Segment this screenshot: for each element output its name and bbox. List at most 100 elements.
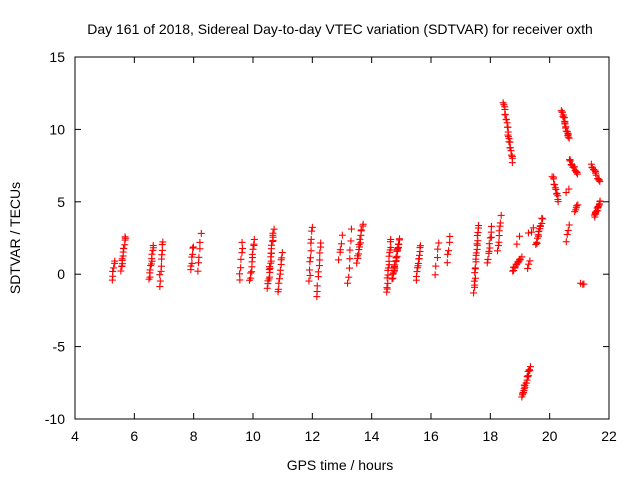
data-point [524,264,532,272]
data-point [307,235,315,243]
data-point [497,211,505,219]
data-point [306,254,314,262]
data-point [432,262,440,270]
data-point [335,256,343,264]
data-point [551,181,559,189]
data-point [121,233,129,241]
data-point [508,151,516,159]
data-point [306,271,314,279]
data-point [111,257,119,265]
data-point [562,238,570,246]
data-point [313,282,321,290]
data-point [266,263,274,271]
data-point [275,279,283,287]
y-tick-label: 15 [49,49,65,65]
data-point [396,235,404,243]
data-point [305,277,313,285]
data-point [413,268,421,276]
data-point [337,240,345,248]
data-point [573,202,581,210]
data-point [445,247,453,255]
data-point [566,157,574,165]
data-point [484,255,492,263]
data-point [250,235,258,243]
data-point [359,220,367,228]
data-point [508,159,516,167]
data-point [148,250,156,258]
data-point [149,242,157,250]
data-point [383,284,391,292]
data-point [494,247,502,255]
data-point [384,279,392,287]
data-point [565,221,573,229]
data-point [475,222,483,230]
data-point [345,273,353,281]
data-point [434,245,442,253]
data-point [110,264,118,272]
data-point [525,260,533,268]
data-point [485,240,493,248]
data-point [159,238,167,246]
data-point [501,110,509,118]
data-point [316,249,324,257]
data-point [236,270,244,278]
data-point [526,366,534,374]
data-point [197,229,205,237]
data-point [263,284,271,292]
data-point [239,244,247,252]
data-point [270,225,278,233]
data-point [274,285,282,293]
data-point [357,226,365,234]
x-tick-label: 22 [601,428,617,444]
data-point [117,267,125,275]
data-point [443,259,451,267]
data-point [357,239,365,247]
data-point [485,247,493,255]
data-point [306,258,314,266]
data-point [470,277,478,285]
data-point [395,240,403,248]
y-axis-label: SDTVAR / TECUs [7,182,23,294]
data-point [316,256,324,264]
data-point [314,268,322,276]
x-tick-label: 20 [542,428,558,444]
data-point [392,253,400,261]
data-point [394,244,402,252]
data-point [238,238,246,246]
data-point [247,269,255,277]
data-point [557,107,565,115]
data-point [470,289,478,297]
data-point [559,113,567,121]
data-point [236,276,244,284]
data-point [573,170,581,178]
data-point [267,241,275,249]
data-point [345,264,353,272]
data-point [355,240,363,248]
data-point [596,197,604,205]
data-point [487,222,495,230]
data-point [495,238,503,246]
data-point [486,234,494,242]
data-point [276,266,284,274]
x-tick-label: 18 [483,428,499,444]
data-point [526,363,534,371]
data-point [158,251,166,259]
data-point [506,144,514,152]
data-point [188,259,196,267]
data-point [571,163,579,171]
data-point [347,237,355,245]
data-point [524,367,532,375]
data-point [195,253,203,261]
data-point [120,245,128,253]
data-point [346,255,354,263]
y-tick-label: 0 [57,266,65,282]
data-point [416,242,424,250]
data-point [249,245,257,253]
data-point [344,279,352,287]
data-point [518,253,526,261]
data-point [471,274,479,282]
x-tick-label: 16 [423,428,439,444]
x-tick-label: 14 [364,428,380,444]
y-tick-label: 10 [49,121,65,137]
